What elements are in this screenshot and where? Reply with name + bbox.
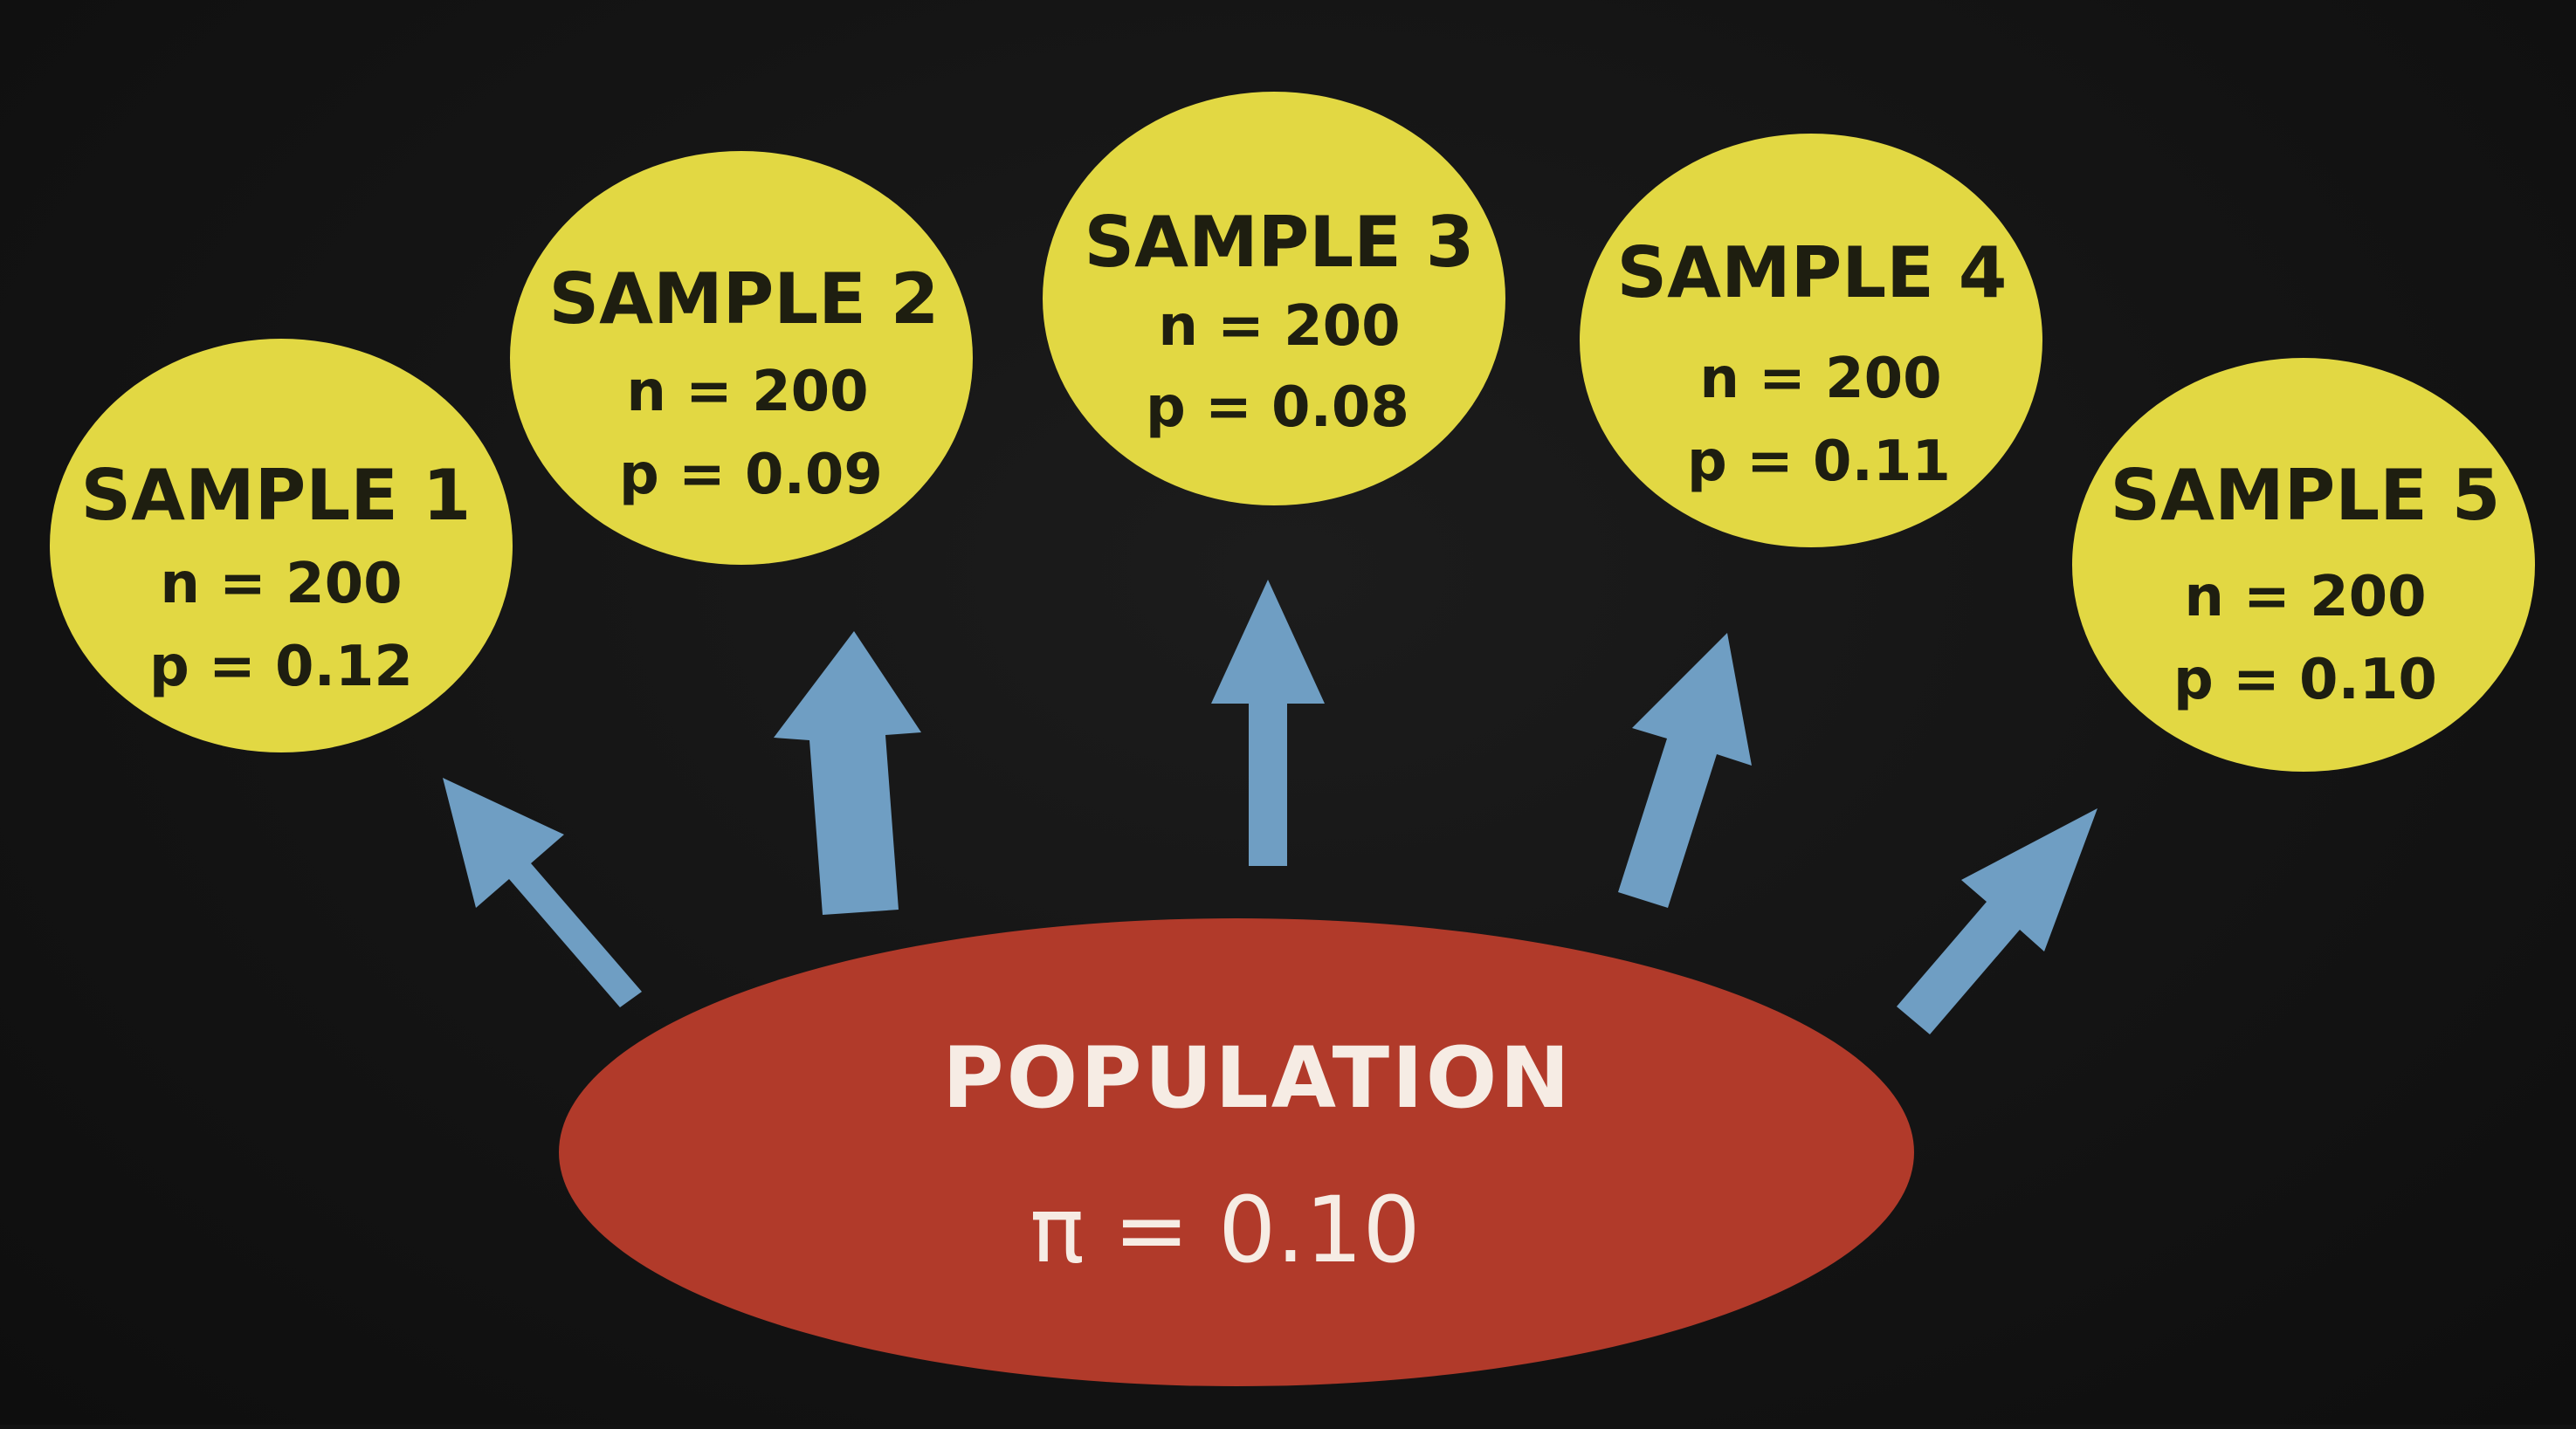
arrows-group <box>443 580 2097 1034</box>
sample-2-n: n = 200 <box>626 360 868 424</box>
sample-1: SAMPLE 1 n = 200 p = 0.12 <box>50 339 513 752</box>
arrow-to-sample-4 <box>1618 633 1752 908</box>
sample-5-circle <box>2072 358 2535 772</box>
sample-1-circle <box>50 339 513 752</box>
arrow-to-sample-5 <box>1897 808 2097 1034</box>
population-group: POPULATION π = 0.10 <box>559 918 1914 1386</box>
sample-1-n: n = 200 <box>160 552 402 616</box>
sample-5-n: n = 200 <box>2184 565 2426 629</box>
sample-3-circle <box>1043 92 1505 505</box>
sample-1-p: p = 0.12 <box>149 635 413 699</box>
sample-2-circle <box>510 151 973 565</box>
sample-5-p: p = 0.10 <box>2173 648 2437 712</box>
population-ellipse <box>559 918 1914 1386</box>
population-title: POPULATION <box>942 1029 1572 1127</box>
samples-group: SAMPLE 1 n = 200 p = 0.12 SAMPLE 2 n = 2… <box>50 92 2535 772</box>
sample-1-title: SAMPLE 1 <box>81 455 472 536</box>
sample-4-title: SAMPLE 4 <box>1617 232 2008 313</box>
sample-5: SAMPLE 5 n = 200 p = 0.10 <box>2072 358 2535 772</box>
sample-5-title: SAMPLE 5 <box>2111 455 2501 536</box>
sample-4-circle <box>1580 134 2042 547</box>
sample-4: SAMPLE 4 n = 200 p = 0.11 <box>1580 134 2042 547</box>
arrow-to-sample-1 <box>443 778 642 1007</box>
sample-3-title: SAMPLE 3 <box>1085 202 1475 283</box>
sample-2: SAMPLE 2 n = 200 p = 0.09 <box>510 151 973 565</box>
sample-2-title: SAMPLE 2 <box>549 258 940 340</box>
sample-4-n: n = 200 <box>1699 347 1941 411</box>
sample-3-n: n = 200 <box>1158 294 1400 359</box>
population-parameter: π = 0.10 <box>1030 1177 1420 1283</box>
sample-2-p: p = 0.09 <box>619 443 883 507</box>
sample-3: SAMPLE 3 n = 200 p = 0.08 <box>1043 92 1505 505</box>
sample-3-p: p = 0.08 <box>1146 375 1409 440</box>
arrow-to-sample-2 <box>774 631 921 915</box>
sample-4-p: p = 0.11 <box>1687 429 1951 494</box>
arrow-to-sample-3 <box>1211 580 1325 866</box>
